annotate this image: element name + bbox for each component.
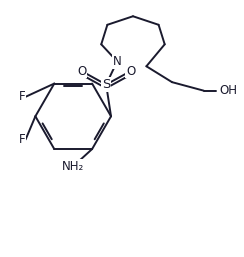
Text: F: F <box>19 133 26 146</box>
Text: S: S <box>102 78 110 91</box>
Text: O: O <box>77 65 86 78</box>
Text: N: N <box>113 55 122 68</box>
Text: OH: OH <box>220 84 238 97</box>
Text: O: O <box>126 65 135 78</box>
Text: NH₂: NH₂ <box>62 160 84 173</box>
Text: F: F <box>19 90 26 103</box>
